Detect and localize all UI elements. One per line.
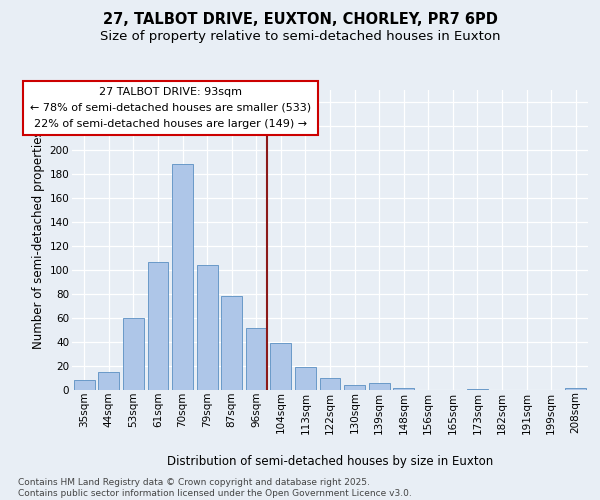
Y-axis label: Number of semi-detached properties: Number of semi-detached properties [32, 130, 46, 350]
Bar [344, 385, 365, 390]
Bar [123, 318, 144, 390]
Bar [221, 296, 242, 390]
Text: Size of property relative to semi-detached houses in Euxton: Size of property relative to semi-detach… [100, 30, 500, 43]
Bar [148, 262, 169, 390]
Text: Distribution of semi-detached houses by size in Euxton: Distribution of semi-detached houses by … [167, 454, 493, 468]
Bar [98, 372, 119, 390]
Bar [172, 164, 193, 390]
Bar [368, 383, 389, 390]
Bar [74, 380, 95, 390]
Text: 27, TALBOT DRIVE, EUXTON, CHORLEY, PR7 6PD: 27, TALBOT DRIVE, EUXTON, CHORLEY, PR7 6… [103, 12, 497, 28]
Bar [393, 388, 414, 390]
Bar [271, 343, 292, 390]
Bar [565, 388, 586, 390]
Bar [295, 367, 316, 390]
Bar [320, 378, 340, 390]
Bar [246, 328, 267, 390]
Bar [197, 265, 218, 390]
Text: Contains HM Land Registry data © Crown copyright and database right 2025.
Contai: Contains HM Land Registry data © Crown c… [18, 478, 412, 498]
Text: 27 TALBOT DRIVE: 93sqm
← 78% of semi-detached houses are smaller (533)
22% of se: 27 TALBOT DRIVE: 93sqm ← 78% of semi-det… [30, 88, 311, 128]
Bar [467, 389, 488, 390]
